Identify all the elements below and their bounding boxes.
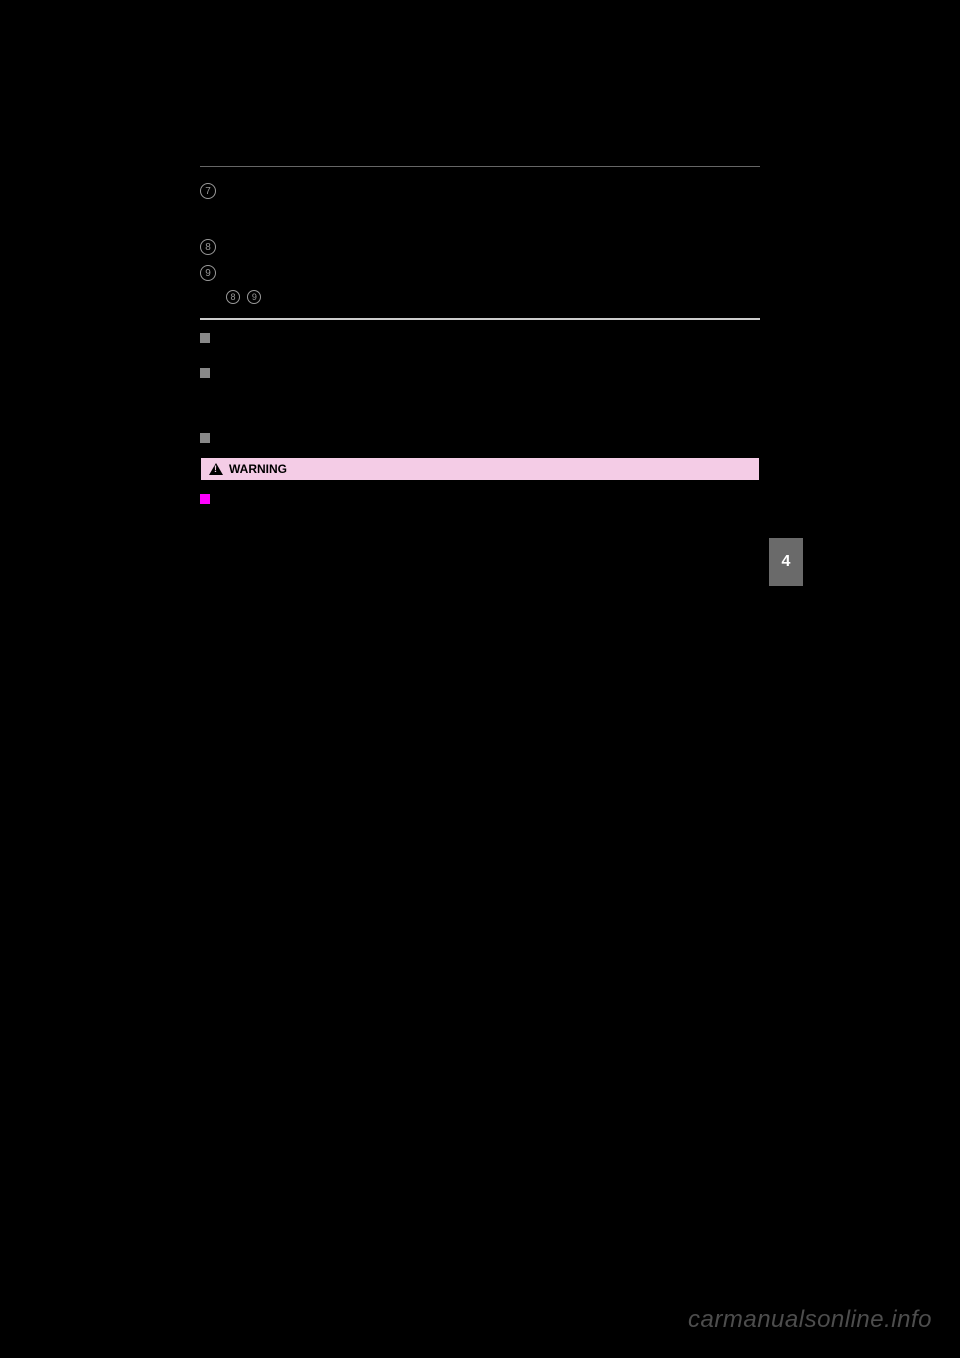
- spacer: [200, 207, 760, 237]
- spacer: [200, 353, 760, 365]
- square-bullet-icon: [200, 433, 210, 443]
- square-item-1: [200, 330, 760, 343]
- badge-9: 9: [200, 265, 216, 281]
- square-bullet-icon: [200, 333, 210, 343]
- item-7: 7: [200, 181, 760, 199]
- warning-label: WARNING: [229, 462, 287, 476]
- chapter-tab: 4: [769, 538, 803, 586]
- header-rule: [200, 166, 760, 167]
- square-item-3: [200, 430, 760, 443]
- warning-bar: WARNING: [200, 457, 760, 481]
- spacer: [200, 388, 760, 430]
- square-bullet-icon: [200, 368, 210, 378]
- watermark-text: carmanualsonline.info: [688, 1306, 932, 1334]
- badge-8: 8: [200, 239, 216, 255]
- section-rule: [200, 318, 760, 320]
- inline-badge-8: 8: [226, 290, 240, 304]
- badge-7: 7: [200, 183, 216, 199]
- inline-badge-9: 9: [247, 290, 261, 304]
- square-item-2: [200, 365, 760, 378]
- warning-triangle-icon: [209, 463, 223, 475]
- page-content: 7 8 9 8 9 WARNING: [200, 160, 760, 512]
- item-8: 8: [200, 237, 760, 255]
- warning-bullet-row: [200, 491, 760, 504]
- item-9: 9: [200, 263, 760, 281]
- note-line: 8 9: [200, 289, 760, 304]
- magenta-bullet-icon: [200, 494, 210, 504]
